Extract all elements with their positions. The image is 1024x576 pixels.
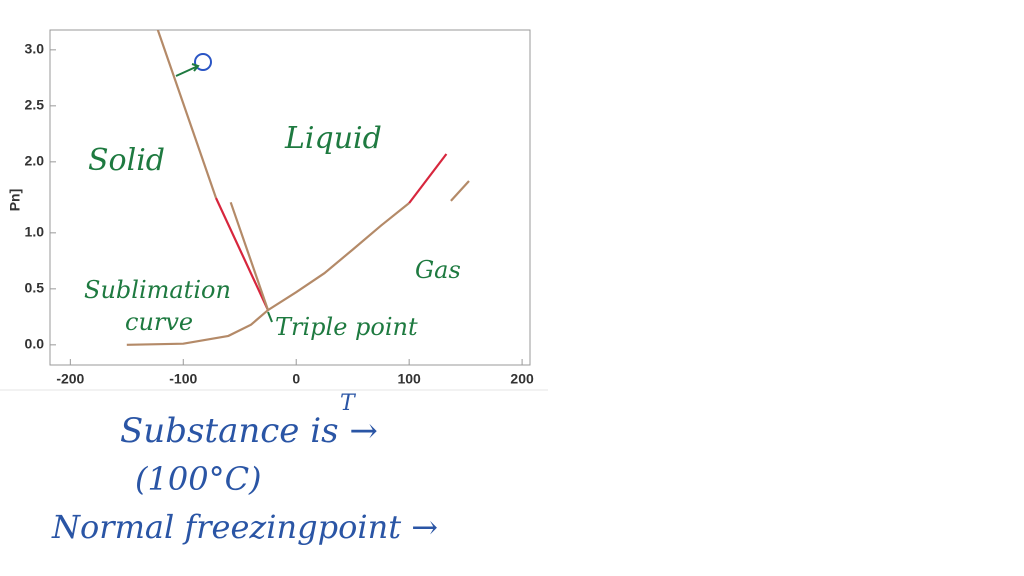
annotation: Liquid: [284, 121, 382, 156]
annotation: Solid: [88, 143, 165, 178]
x-tick-label: 200: [510, 371, 534, 387]
phase-boundary: [215, 197, 269, 311]
annotation: Gas: [415, 256, 461, 284]
x-tick-label: -100: [169, 371, 197, 387]
annotation: Sublimation: [84, 276, 231, 304]
phase-boundary: [156, 30, 218, 199]
phase-boundary: [126, 202, 410, 346]
annotation: curve: [125, 308, 193, 336]
highlight-circle: [194, 53, 212, 71]
handwritten-note: Normal freezingpoint →: [51, 508, 438, 546]
y-tick-label: 0.5: [25, 280, 45, 296]
plot-frame: [49, 29, 531, 366]
handwritten-note: Substance is →: [120, 411, 378, 451]
y-tick-label: 0.0: [25, 336, 45, 352]
x-tick-label: 0: [292, 371, 300, 387]
y-tick-label: 1.0: [25, 224, 45, 240]
y-tick-label: 3.0: [25, 41, 45, 57]
x-tick-label: -200: [56, 371, 84, 387]
phase-boundary: [450, 180, 470, 202]
y-tick-label: 2.5: [25, 97, 45, 113]
x-tick-label: 100: [397, 371, 421, 387]
chart-background: [0, 0, 548, 390]
phase-boundary: [229, 201, 270, 311]
phase-boundary: [408, 153, 448, 204]
y-axis-label: Pn]: [7, 189, 23, 212]
annotation: Triple point: [275, 313, 418, 341]
handwritten-note: T: [340, 391, 357, 416]
y-tick-label: 2.0: [25, 153, 45, 169]
handwritten-note: (100°C): [135, 460, 262, 498]
arrow: [175, 63, 200, 77]
pointer: [267, 311, 273, 323]
